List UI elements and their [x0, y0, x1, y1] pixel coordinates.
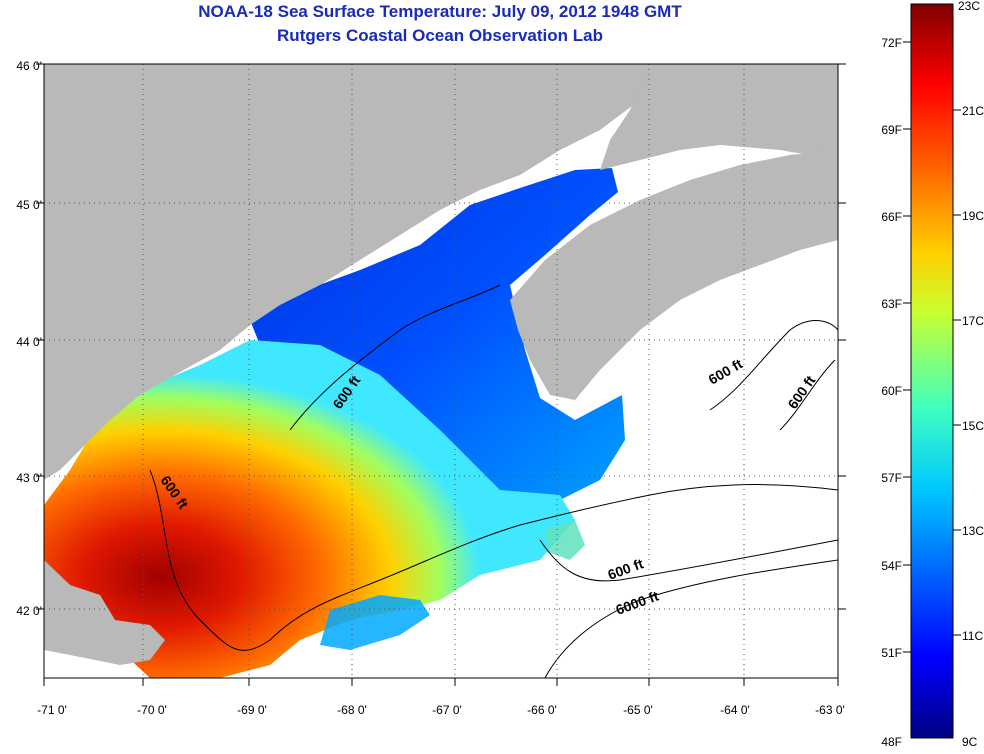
colorbar-label-f: 69F — [881, 123, 902, 137]
lat-tick-label: 46 0' — [16, 59, 42, 73]
colorbar-label-c: 13C — [962, 524, 984, 538]
lon-tick-label: -68 0' — [337, 703, 367, 717]
colorbar-label-f: 48F — [881, 735, 902, 749]
sst-warm-region — [44, 340, 575, 678]
colorbar-label-f: 63F — [881, 297, 902, 311]
depth-contours — [149, 284, 838, 678]
sst-patch-south — [320, 595, 430, 650]
lon-tick-label: -70 0' — [137, 703, 167, 717]
colorbar-label-f: 60F — [881, 384, 902, 398]
land-nova-scotia — [510, 150, 838, 400]
colorbar-label-c: 19C — [962, 209, 984, 223]
colorbar-label-c: 21C — [962, 104, 984, 118]
lat-tick-label: 44 0' — [16, 335, 42, 349]
lon-tick-label: -69 0' — [237, 703, 267, 717]
colorbar-label-c: 11C — [962, 629, 983, 643]
colorbar-label-f: 51F — [881, 646, 902, 660]
lat-tick-label: 42 0' — [16, 604, 42, 618]
map-title: NOAA-18 Sea Surface Temperature: July 09… — [198, 2, 682, 21]
colorbar — [910, 3, 954, 739]
colorbar-label-f: 72F — [881, 36, 902, 50]
colorbar-label-f: 54F — [881, 559, 902, 573]
colorbar-label-f: 57F — [881, 471, 902, 485]
lon-tick-label: -71 0' — [37, 703, 67, 717]
lat-tick-label: 43 0' — [16, 471, 42, 485]
lon-tick-label: -66 0' — [527, 703, 557, 717]
lat-tick-marks — [36, 63, 846, 610]
land-new-england — [44, 64, 650, 480]
lon-tick-label: -67 0' — [432, 703, 462, 717]
colorbar-label-f: 66F — [881, 210, 902, 224]
lon-tick-label: -63 0' — [815, 703, 845, 717]
map-border — [43, 63, 839, 679]
lon-tick-label: -64 0' — [720, 703, 750, 717]
colorbar-label-c: 15C — [962, 419, 984, 433]
lon-tick-label: -65 0' — [623, 703, 653, 717]
sst-cold-region — [250, 168, 625, 500]
colorbar-ticks — [903, 41, 961, 653]
land-cape-cod — [44, 560, 165, 665]
lat-tick-label: 45 0' — [16, 198, 42, 212]
colorbar-label-c: 9C — [962, 735, 978, 749]
map-subtitle: Rutgers Coastal Ocean Observation Lab — [277, 26, 603, 45]
sst-patch-east — [545, 520, 585, 560]
colorbar-label-c: 17C — [962, 314, 984, 328]
colorbar-label-c: 23C — [958, 0, 980, 13]
lon-tick-marks — [43, 678, 839, 686]
land-new-brunswick — [600, 64, 838, 170]
